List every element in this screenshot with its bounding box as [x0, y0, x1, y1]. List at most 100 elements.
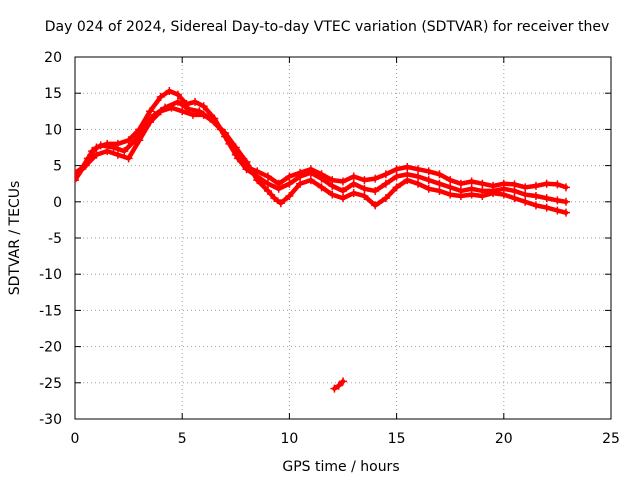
data-point [531, 201, 540, 210]
data-point [521, 190, 530, 199]
data-point [403, 176, 412, 185]
data-point [478, 192, 487, 201]
data-point [285, 192, 294, 201]
data-point [467, 190, 476, 199]
data-point [381, 194, 390, 203]
tick-layer: 0 5 10 15 20 25 -30 -25 -20 -15 -10 -5 0 5 10 15 20 [39, 50, 620, 447]
data-point [146, 118, 155, 127]
data-point [210, 118, 219, 127]
data-point [446, 183, 455, 192]
data-point [414, 179, 423, 188]
data-point [306, 168, 315, 177]
data-point [424, 184, 433, 193]
data-point [146, 107, 155, 116]
y-tick-label: 20 [44, 50, 62, 66]
x-tick-label: 25 [602, 431, 620, 447]
data-point [81, 161, 90, 170]
data-point [414, 172, 423, 181]
data-point [531, 192, 540, 201]
data-point [561, 197, 570, 206]
data-point [360, 192, 369, 201]
data-point [456, 192, 465, 201]
data-point [542, 179, 551, 188]
data-point [561, 208, 570, 217]
x-tick-label: 20 [495, 431, 513, 447]
data-point [435, 170, 444, 179]
y-tick-label: -15 [39, 303, 62, 319]
x-tick-label: 15 [388, 431, 406, 447]
data-point [349, 172, 358, 181]
data-point [360, 176, 369, 185]
data-point [392, 183, 401, 192]
data-point [96, 141, 105, 150]
data-point [456, 179, 465, 188]
data-point [173, 97, 182, 106]
data-point [199, 102, 208, 111]
data-point [221, 129, 230, 138]
data-point [242, 157, 251, 166]
data-point [328, 190, 337, 199]
y-tick-label: -10 [39, 267, 62, 283]
data-point [371, 201, 380, 210]
data-point [521, 183, 530, 192]
data-point [296, 172, 305, 181]
data-point [120, 147, 129, 156]
data-point [392, 172, 401, 181]
data-point [92, 150, 101, 159]
chart-title: Day 024 of 2024, Sidereal Day-to-day VTE… [45, 19, 609, 35]
data-point [424, 167, 433, 176]
data-point [263, 172, 272, 181]
data-point [285, 179, 294, 188]
y-axis-label: SDTVAR / TECUs [7, 181, 23, 296]
data-point [124, 154, 133, 163]
data-point [371, 174, 380, 183]
data-point [88, 147, 97, 156]
y-tick-label: -5 [48, 231, 62, 247]
data-point [191, 97, 200, 106]
data-point [435, 186, 444, 195]
data-layer [75, 87, 570, 393]
data-point [339, 186, 347, 195]
data-point [233, 154, 242, 163]
y-tick-label: 5 [53, 159, 62, 175]
data-point [349, 179, 358, 188]
data-point [403, 163, 412, 172]
data-point [276, 199, 285, 208]
data-point [75, 168, 79, 177]
data-point [510, 186, 519, 195]
data-point [360, 184, 369, 193]
data-point [381, 179, 390, 188]
data-point [339, 377, 347, 386]
x-tick-label: 0 [71, 431, 80, 447]
data-point [339, 194, 347, 203]
data-point [446, 176, 455, 185]
grid-layer [75, 57, 611, 419]
data-point [156, 107, 165, 116]
data-point [317, 183, 326, 192]
data-point [330, 384, 339, 393]
data-point [467, 177, 476, 186]
data-point [414, 165, 423, 174]
data-point [113, 150, 122, 159]
data-point [270, 194, 279, 203]
data-point [446, 190, 455, 199]
data-point [167, 103, 176, 112]
data-point [381, 170, 390, 179]
data-point [499, 190, 508, 199]
series-line-track-upper [75, 88, 569, 190]
data-point [542, 194, 551, 203]
data-point [424, 176, 433, 185]
data-point [263, 179, 272, 188]
data-point [339, 177, 347, 186]
data-point [478, 179, 487, 188]
data-point [109, 143, 118, 152]
data-point [521, 197, 530, 206]
data-point [334, 381, 343, 390]
data-point [531, 181, 540, 190]
data-point [263, 186, 272, 195]
y-tick-label: -20 [39, 340, 62, 356]
data-point [489, 189, 498, 198]
data-point [135, 136, 144, 145]
x-tick-label: 5 [178, 431, 187, 447]
